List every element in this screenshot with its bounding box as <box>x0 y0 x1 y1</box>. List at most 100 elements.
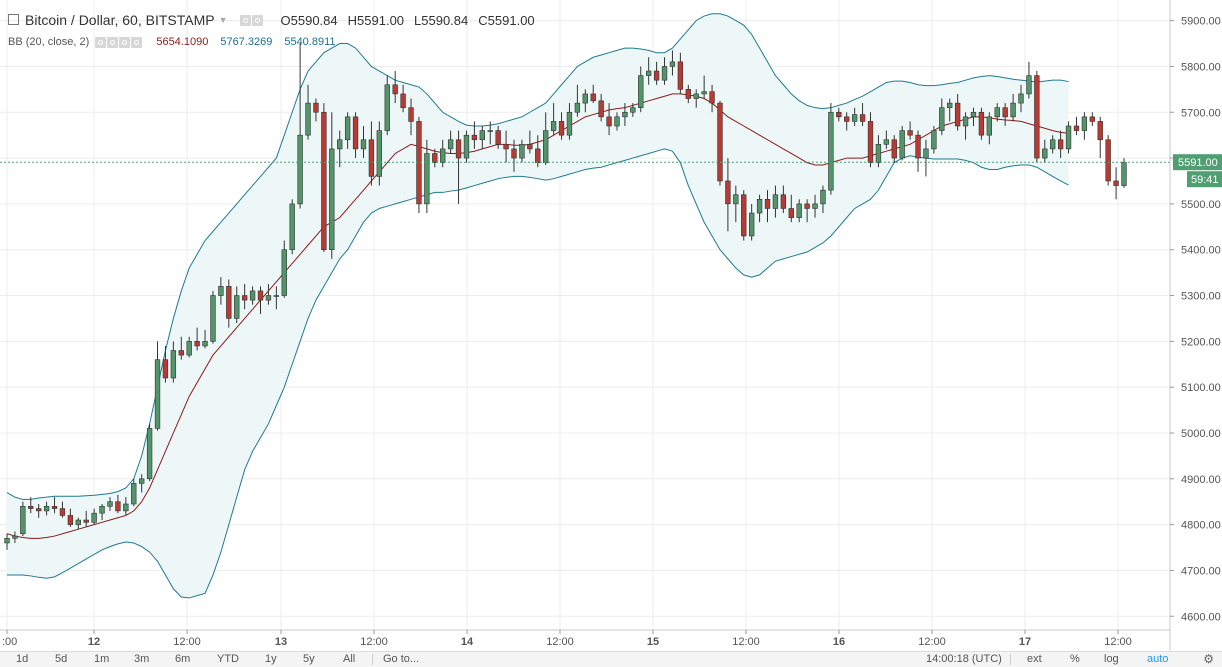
candle-body <box>218 286 224 296</box>
candle-body <box>178 350 184 356</box>
candle-body <box>709 91 715 104</box>
candle <box>907 121 913 140</box>
time-axis[interactable]: :00 12 12:00 13 12:00 14 12:00 15 12:00 16 12:00 17… <box>0 629 1170 648</box>
bb-lower-line <box>7 148 1069 599</box>
time-tick-label: 12:00 <box>173 636 201 648</box>
time-tick-label: 12:00 <box>732 636 760 648</box>
indicator-name[interactable]: BB (20, close, 2) <box>8 36 90 48</box>
time-tick-label: 12:00 <box>1104 636 1132 648</box>
candle <box>511 139 517 172</box>
time-tick-label: :00 <box>2 636 17 648</box>
candle-body <box>962 116 969 127</box>
candle-body <box>653 70 660 81</box>
candle <box>883 130 890 149</box>
candle <box>939 98 945 136</box>
candle-body <box>99 505 105 514</box>
range-5d-button[interactable]: 5d <box>55 653 68 665</box>
gear-icon[interactable]: ⚙ <box>1203 652 1214 666</box>
candle <box>495 126 501 149</box>
range-1d-button[interactable]: 1d <box>16 653 29 665</box>
candle-body <box>83 519 89 523</box>
candle-body <box>384 84 390 131</box>
candle-body <box>511 148 517 159</box>
candle-body <box>67 515 74 525</box>
price-tick-label: 4600.00 <box>1181 611 1221 623</box>
candle-body <box>812 203 818 209</box>
candle-body <box>1081 116 1088 131</box>
candle <box>392 71 398 104</box>
auto-toggle[interactable]: auto <box>1147 653 1169 665</box>
candle-body <box>432 153 438 163</box>
last-price-label: 5591.00 <box>1178 157 1218 169</box>
candle <box>178 336 184 360</box>
range-6m-button[interactable]: 6m <box>175 653 191 665</box>
candle-body <box>1121 161 1127 186</box>
candle-body <box>883 139 890 145</box>
candle-body <box>170 350 177 379</box>
time-tick-label: 13 <box>275 636 287 648</box>
percent-toggle[interactable]: % <box>1070 653 1080 665</box>
price-chart[interactable]: 4600.00 4700.00 4800.00 4900.00 5000.00 5100.… <box>0 0 1222 651</box>
candle-body <box>606 116 612 127</box>
candle <box>321 103 327 252</box>
price-tick-label: 5700.00 <box>1181 107 1221 119</box>
candle-body <box>685 89 691 99</box>
candle <box>218 277 224 305</box>
candle-body <box>947 102 953 108</box>
candle <box>582 89 588 113</box>
candle-body <box>939 107 945 131</box>
candle <box>51 497 58 514</box>
candle <box>20 501 26 537</box>
price-axis[interactable]: 4600.00 4700.00 4800.00 4900.00 5000.00 5100.… <box>1169 0 1222 651</box>
add-icon[interactable] <box>119 36 131 48</box>
candle-body <box>463 134 470 159</box>
candle <box>313 98 319 122</box>
eye-icon[interactable] <box>239 14 251 26</box>
candle-body <box>241 295 248 301</box>
settings-icon[interactable] <box>251 14 263 26</box>
range-all-button[interactable]: All <box>343 653 356 665</box>
close-icon[interactable] <box>131 36 143 48</box>
candle-body <box>43 505 50 512</box>
ohlc-high-value: 5591.00 <box>357 12 405 28</box>
range-ytd-button[interactable]: YTD <box>217 653 239 665</box>
range-1y-button[interactable]: 1y <box>265 653 277 665</box>
log-toggle[interactable]: log <box>1104 653 1119 665</box>
candle-body <box>859 114 866 122</box>
candle-body <box>273 295 280 297</box>
candle-body <box>12 535 18 539</box>
price-tick-label: 5800.00 <box>1181 61 1221 73</box>
candle-body <box>503 144 509 150</box>
goto-button[interactable]: Go to... <box>383 653 420 665</box>
candle <box>131 478 137 507</box>
candle-body <box>693 93 699 99</box>
ohlc-low-key: L <box>414 12 422 28</box>
toolbar-divider <box>1010 654 1011 665</box>
candle-body <box>455 139 462 159</box>
candle <box>75 517 81 530</box>
candle <box>614 112 620 131</box>
candle-body <box>1065 125 1072 150</box>
price-axis-bg <box>1170 0 1222 651</box>
range-3m-button[interactable]: 3m <box>134 653 150 665</box>
range-5y-button[interactable]: 5y <box>303 653 315 665</box>
candle <box>669 50 676 76</box>
eye-icon[interactable] <box>95 36 107 48</box>
extended-hours-toggle[interactable]: ext <box>1027 653 1042 665</box>
candle-body <box>804 203 810 209</box>
symbol-title[interactable]: Bitcoin / Dollar, 60, BITSTAMP <box>25 12 215 28</box>
chevron-down-icon[interactable]: ▼ <box>218 15 228 25</box>
price-tick-label: 5400.00 <box>1181 245 1221 257</box>
candle <box>891 135 897 163</box>
settings-icon[interactable] <box>107 36 119 48</box>
candle-body <box>138 478 145 484</box>
countdown-tag <box>1187 171 1222 188</box>
candle-body <box>748 212 755 237</box>
candle <box>186 336 192 358</box>
candle-body <box>788 208 794 218</box>
candle <box>947 98 953 122</box>
collapse-icon[interactable] <box>8 13 19 25</box>
candle <box>67 508 74 527</box>
candle-body <box>741 194 747 237</box>
range-1m-button[interactable]: 1m <box>94 653 110 665</box>
